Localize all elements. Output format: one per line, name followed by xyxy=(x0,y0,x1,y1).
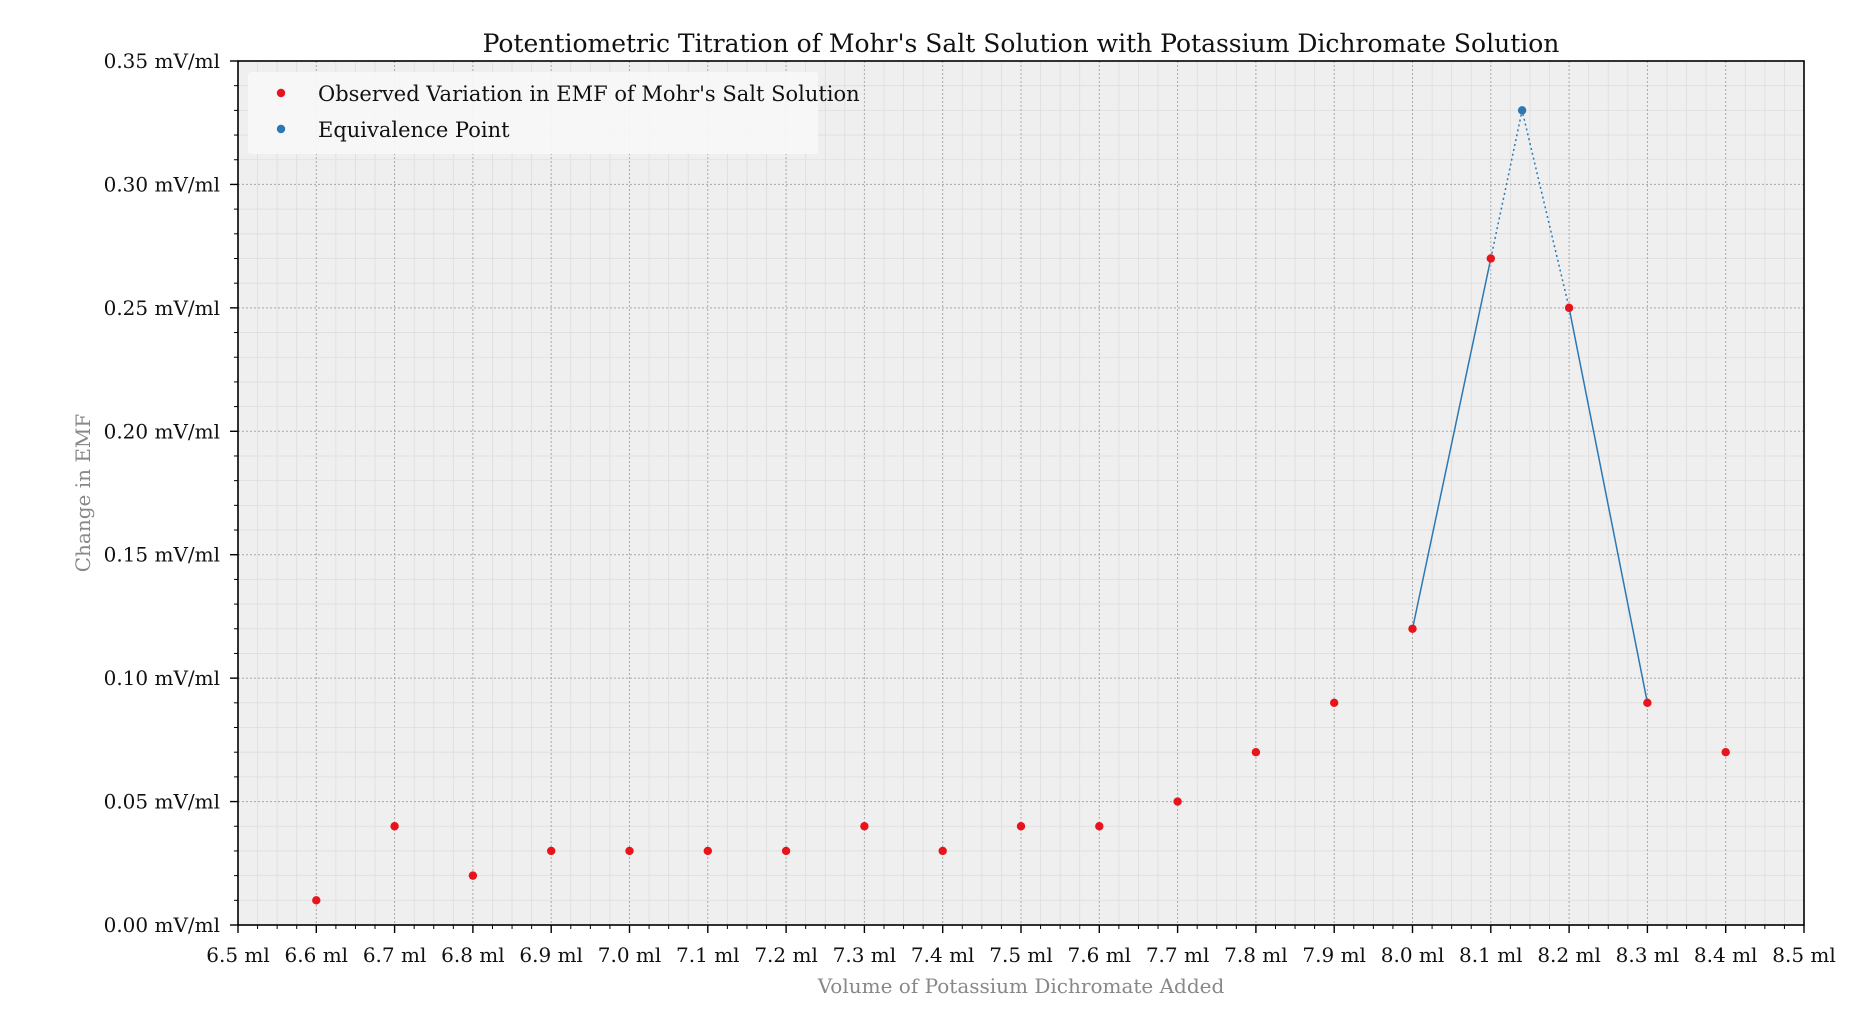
observed-data-point xyxy=(1721,748,1730,757)
y-tick-label: 0.30 mV/ml xyxy=(104,172,220,196)
y-tick-label: 0.10 mV/ml xyxy=(104,666,220,690)
y-tick-label: 0.25 mV/ml xyxy=(104,296,220,320)
legend-marker-equivalence xyxy=(276,124,286,134)
observed-data-point xyxy=(547,846,556,856)
observed-data-point xyxy=(860,822,869,831)
observed-data-point xyxy=(625,846,634,856)
x-tick-label: 8.4 ml xyxy=(1694,943,1758,967)
x-tick-label: 7.0 ml xyxy=(598,943,662,967)
x-tick-label: 7.4 ml xyxy=(911,943,975,967)
x-tick-label: 8.2 ml xyxy=(1537,943,1601,967)
minor-grid xyxy=(238,61,1804,925)
legend-marker-observed xyxy=(276,88,286,98)
observed-data-point xyxy=(938,846,947,856)
x-tick-label: 8.1 ml xyxy=(1459,943,1523,967)
observed-data-point xyxy=(781,846,791,856)
legend-entry-equivalence: Equivalence Point xyxy=(318,118,510,142)
y-axis-label: Change in EMF xyxy=(71,414,95,573)
observed-data-point xyxy=(1251,748,1261,757)
x-tick-label: 8.0 ml xyxy=(1381,943,1445,967)
x-tick-label: 6.5 ml xyxy=(206,943,270,967)
observed-data-point xyxy=(1095,822,1104,831)
x-tick-label: 6.9 ml xyxy=(519,943,583,967)
y-tick-label: 0.05 mV/ml xyxy=(104,790,220,814)
x-tick-label: 7.5 ml xyxy=(989,943,1053,967)
x-tick-label: 7.2 ml xyxy=(754,943,818,967)
equivalence-point-marker xyxy=(1517,106,1527,115)
data-points xyxy=(312,106,1730,905)
x-tick-label: 7.6 ml xyxy=(1068,943,1132,967)
x-tick-label: 7.7 ml xyxy=(1146,943,1210,967)
axis-ticks xyxy=(230,60,1805,933)
x-tick-label: 6.8 ml xyxy=(441,943,505,967)
x-tick-label: 7.8 ml xyxy=(1224,943,1288,967)
x-tick-label: 8.3 ml xyxy=(1616,943,1680,967)
x-tick-label: 6.6 ml xyxy=(285,943,349,967)
x-tick-label: 7.3 ml xyxy=(833,943,897,967)
y-tick-label: 0.20 mV/ml xyxy=(104,419,220,443)
y-tick-labels: 0.00 mV/ml 0.05 mV/ml 0.10 mV/ml 0.15 mV/ml… xyxy=(104,49,220,937)
legend-box xyxy=(248,72,818,154)
x-tick-label: 7.1 ml xyxy=(676,943,740,967)
observed-data-point xyxy=(1016,822,1026,831)
x-tick-label: 7.9 ml xyxy=(1302,943,1366,967)
x-tick-label: 8.5 ml xyxy=(1772,943,1836,967)
x-tick-label: 6.7 ml xyxy=(363,943,427,967)
y-tick-label: 0.00 mV/ml xyxy=(104,913,220,937)
observed-data-point xyxy=(1408,624,1417,633)
observed-data-point xyxy=(1486,254,1496,263)
legend: Observed Variation in EMF of Mohr's Salt… xyxy=(248,72,860,154)
observed-data-point xyxy=(1564,303,1574,313)
legend-entry-observed: Observed Variation in EMF of Mohr's Salt… xyxy=(318,82,860,106)
x-tick-labels: 6.5 ml 6.6 ml 6.7 ml 6.8 ml 6.9 ml 7.0 ml 7.1 … xyxy=(206,943,1836,967)
connector-line-solid xyxy=(1568,307,1649,703)
x-axis-label: Volume of Potassium Dichromate Added xyxy=(817,974,1225,998)
y-tick-label: 0.35 mV/ml xyxy=(104,49,220,73)
observed-data-point xyxy=(468,871,478,880)
observed-data-point xyxy=(1173,797,1182,806)
observed-data-point xyxy=(390,822,399,831)
observed-data-point xyxy=(703,846,712,856)
chart-title: Potentiometric Titration of Mohr's Salt … xyxy=(483,29,1560,58)
observed-data-point xyxy=(1643,698,1652,708)
y-tick-label: 0.15 mV/ml xyxy=(104,543,220,567)
observed-data-point xyxy=(1330,698,1339,708)
observed-data-point xyxy=(312,896,321,905)
connector-line-solid xyxy=(1411,258,1492,629)
